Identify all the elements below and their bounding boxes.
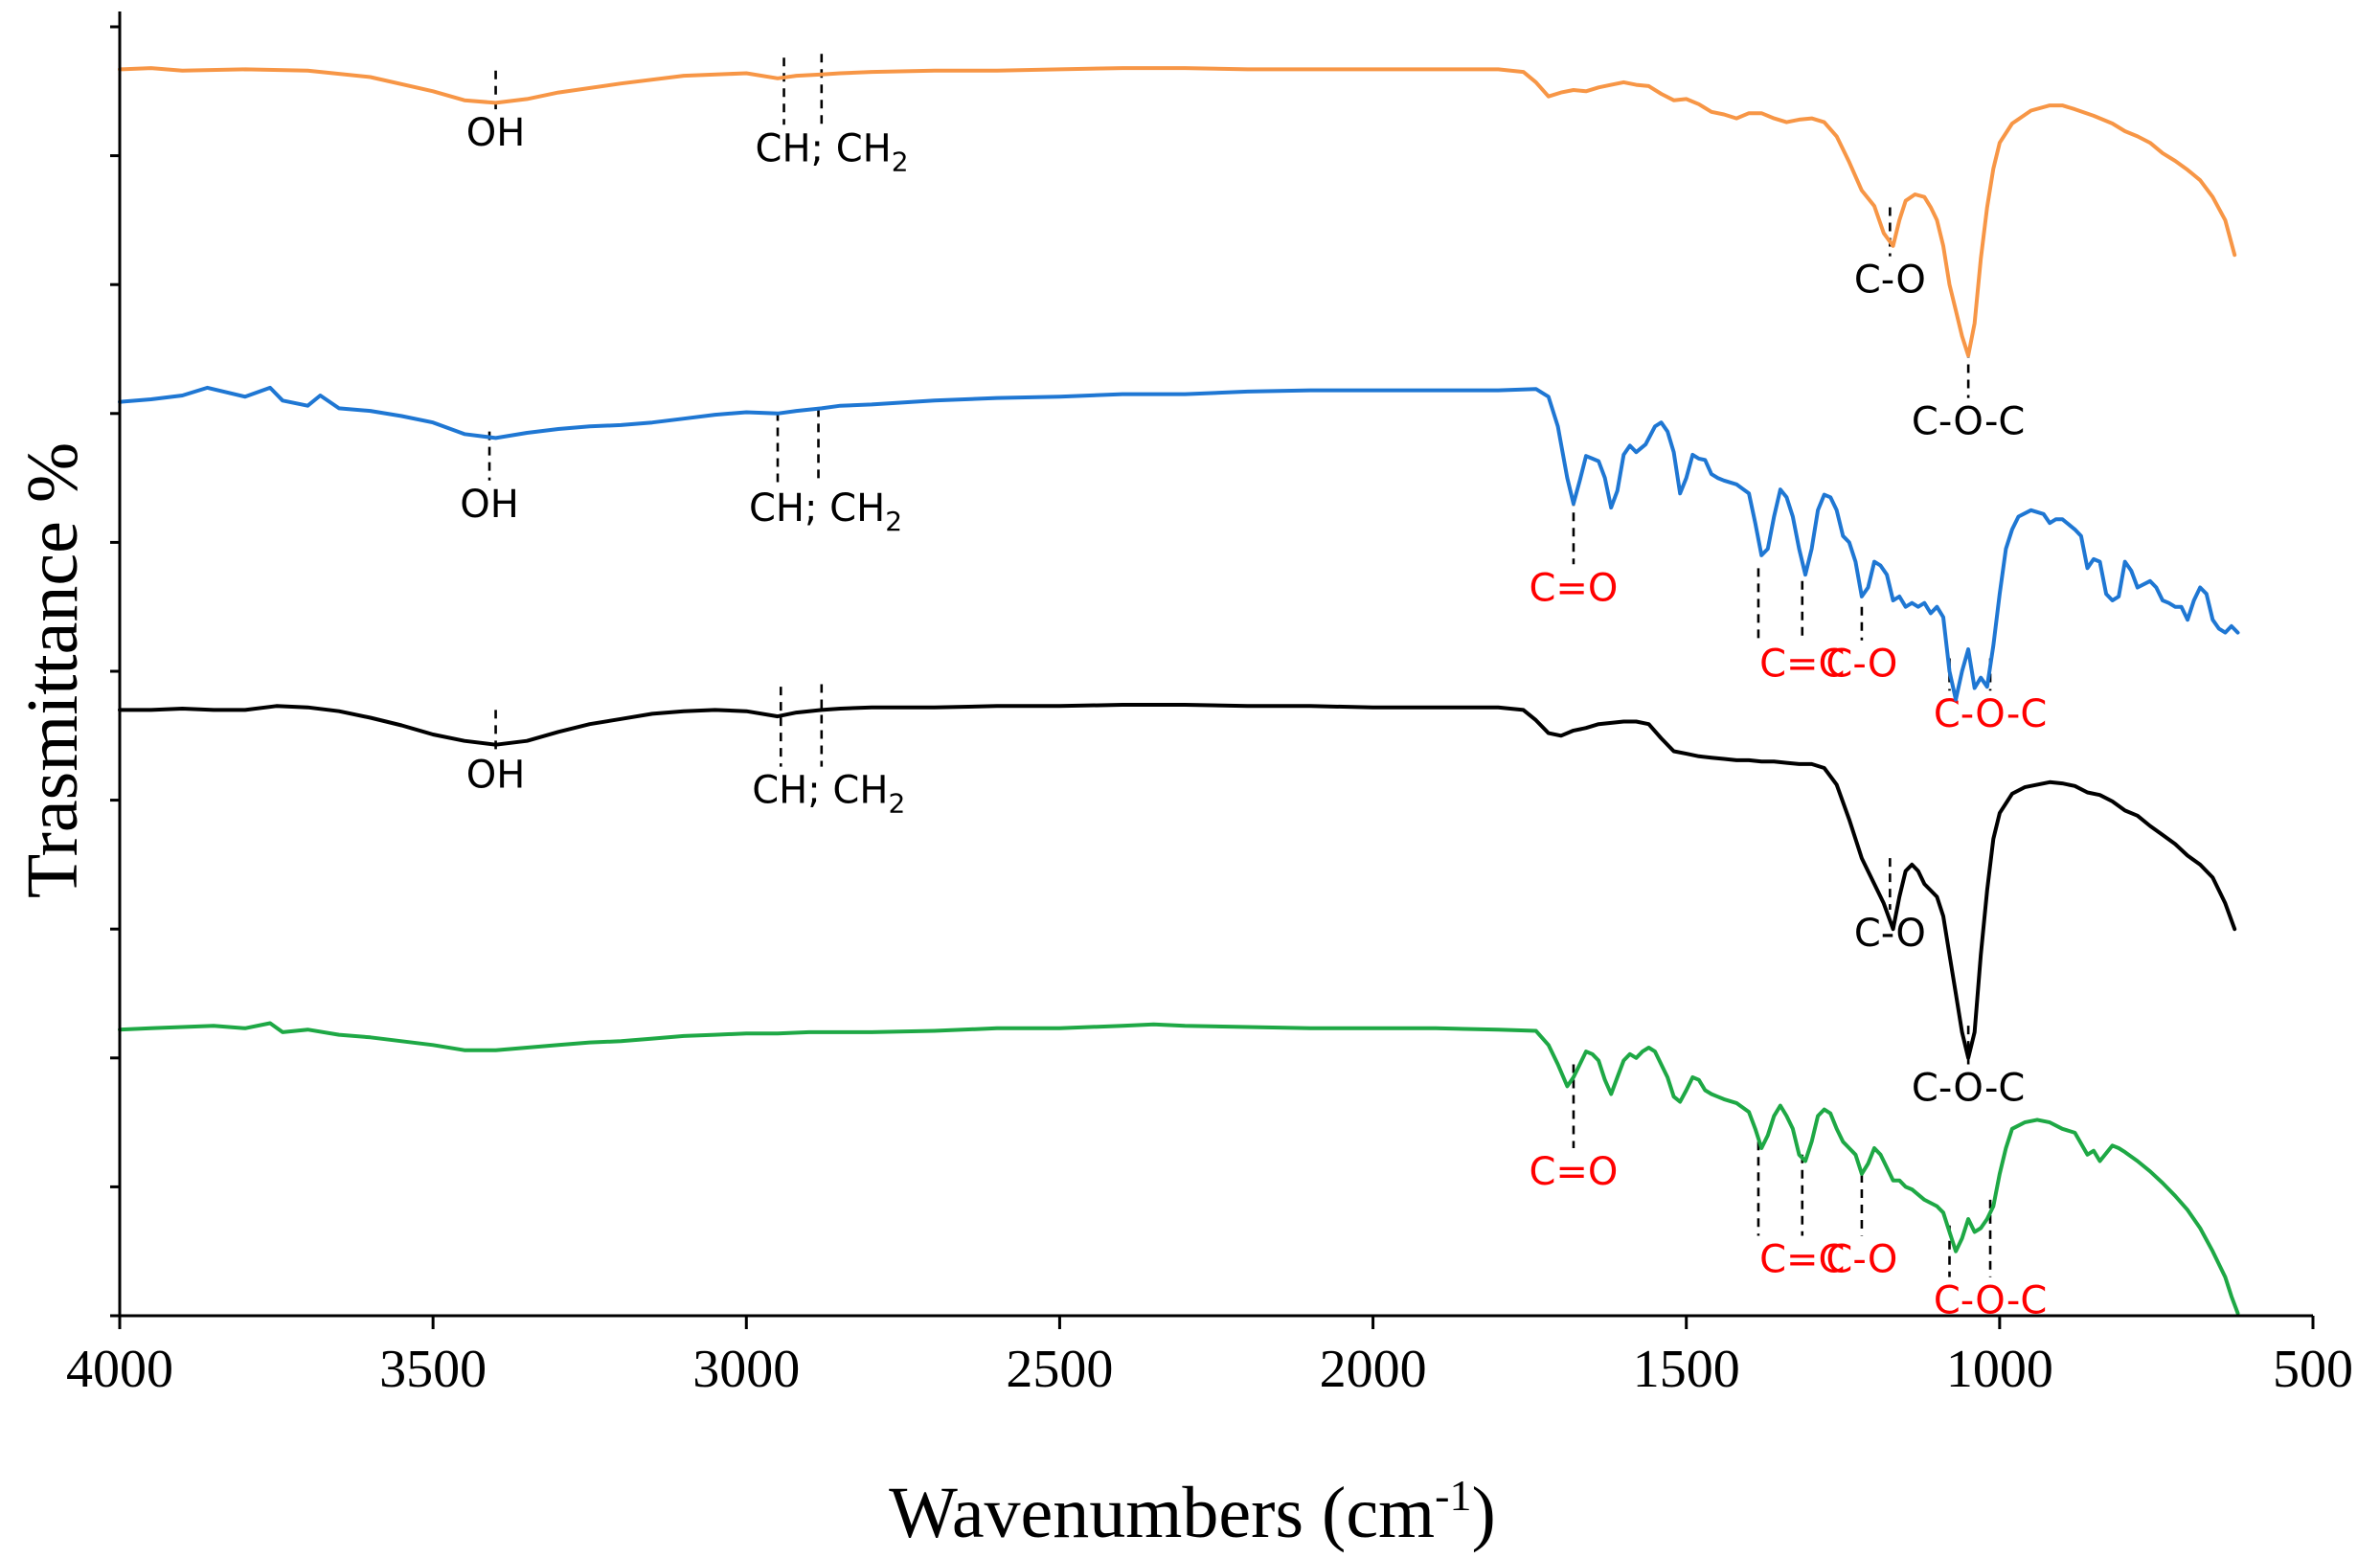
annotation-label-text: CH; CH <box>756 126 892 170</box>
annotation-label-text: C=O <box>1529 1150 1618 1194</box>
x-tick-label: 3000 <box>692 1340 800 1399</box>
annotation-label: OH <box>466 111 526 155</box>
annotation-label: C-O <box>1854 259 1926 303</box>
annotation-label: C=O <box>1529 1150 1618 1194</box>
x-axis-title-close: ) <box>1472 1473 1496 1553</box>
annotation-label-subscript: 2 <box>885 506 902 537</box>
x-tick-label: 2000 <box>1320 1340 1427 1399</box>
annotation-label-text: OH <box>460 483 519 527</box>
x-tick-label: 3500 <box>379 1340 487 1399</box>
annotation-label-text: C-O <box>1825 1238 1897 1282</box>
annotation-label: C-O <box>1825 1238 1897 1282</box>
annotation-label: C=C <box>1759 1238 1845 1282</box>
x-axis-title-superscript: -1 <box>1435 1471 1471 1520</box>
x-axis-title-main: Wavenumbers (cm <box>889 1473 1435 1553</box>
annotation-label: CH; CH2 <box>749 486 902 537</box>
annotation-label: OH <box>460 483 519 527</box>
annotation-label-text: C-O-C <box>1934 692 2047 736</box>
annotation-label-text: C-O-C <box>1912 1067 2025 1111</box>
x-axis-title: Wavenumbers (cm-1) <box>889 1471 1496 1553</box>
x-tick-label: 1000 <box>1946 1340 2053 1399</box>
x-tick-label: 2500 <box>1006 1340 1113 1399</box>
annotation-label-text: C=C <box>1759 1238 1845 1282</box>
x-tick-label: 4000 <box>66 1340 173 1399</box>
series-line-black-spectrum <box>118 703 2237 1060</box>
annotation-label: C-O-C <box>1934 692 2047 736</box>
series-line-blue-spectrum <box>118 385 2240 702</box>
annotation-label: CH; CH2 <box>752 769 905 820</box>
annotation-label-text: OH <box>466 753 526 797</box>
annotation-label-subscript: 2 <box>892 146 909 177</box>
series-layer <box>118 66 2240 1316</box>
x-tick-label: 1500 <box>1633 1340 1740 1399</box>
annotation-label-text: C=C <box>1759 643 1845 687</box>
annotation-label-text: C-O-C <box>1912 400 2025 444</box>
series-line-green-spectrum <box>118 1021 2240 1316</box>
annotation-label: C=C <box>1759 643 1845 687</box>
series-line-orange-spectrum <box>118 66 2237 358</box>
annotation-label-text: C-O <box>1854 259 1926 303</box>
annotation-label-text: OH <box>466 111 526 155</box>
annotation-label: CH; CH2 <box>756 126 909 177</box>
annotation-label-text: C-O <box>1825 643 1897 687</box>
annotation-label-text: C=O <box>1529 566 1618 610</box>
x-tick-label: 500 <box>2273 1340 2353 1399</box>
x-ticks: 4000 3500 3000 2500 2000 1500 1000 500 <box>66 1316 2353 1399</box>
y-axis-title: Trasmittance % <box>12 442 93 898</box>
annotation-label-text: CH; CH <box>749 486 885 531</box>
annotation-label: C=O <box>1529 566 1618 610</box>
annotation-label-text: CH; CH <box>752 769 888 813</box>
annotation-label: C-O-C <box>1912 1067 2025 1111</box>
y-ticks <box>110 25 120 1318</box>
annotation-label: OH <box>466 753 526 797</box>
axes-layer: 4000 3500 3000 2500 2000 1500 1000 500 <box>66 11 2353 1399</box>
annotation-label: C-O <box>1825 643 1897 687</box>
annotation-label-subscript: 2 <box>888 788 905 820</box>
annotation-label: C-O-C <box>1912 400 2025 444</box>
